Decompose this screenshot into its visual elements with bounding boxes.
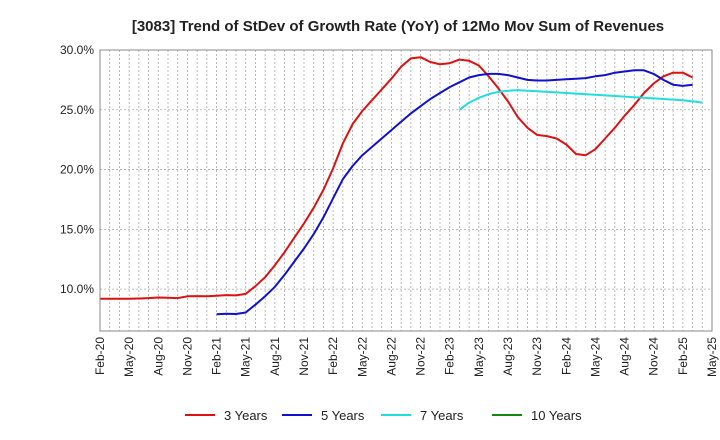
x-tick-label: May-21	[239, 337, 253, 377]
y-tick-label: 15.0%	[60, 222, 94, 236]
x-tick-label: May-25	[705, 337, 719, 377]
legend-label: 7 Years	[420, 408, 464, 423]
x-tick-label: Feb-20	[93, 337, 107, 375]
series-line-3-years	[100, 56, 694, 300]
x-tick-label: Nov-23	[530, 337, 544, 376]
x-tick-label: Feb-22	[326, 337, 340, 375]
grid	[99, 49, 713, 331]
x-tick-label: Aug-23	[501, 337, 515, 376]
y-tick-label: 20.0%	[60, 163, 94, 177]
x-tick-label: Nov-20	[180, 337, 194, 376]
x-tick-label: Feb-24	[559, 337, 573, 375]
x-tick-label: May-24	[588, 337, 602, 377]
x-tick-label: May-20	[122, 337, 136, 377]
legend-label: 3 Years	[224, 408, 268, 423]
x-tick-label: Feb-21	[210, 337, 224, 375]
x-tick-label: Aug-21	[268, 337, 282, 376]
legend-label: 5 Years	[321, 408, 365, 423]
x-tick-label: Aug-24	[618, 337, 632, 376]
y-tick-label: 30.0%	[60, 43, 94, 57]
x-tick-label: Nov-24	[647, 337, 661, 376]
x-tick-label: May-23	[472, 337, 486, 377]
legend-label: 10 Years	[531, 408, 582, 423]
x-axis-ticks: Feb-20 May-20 Aug-20 Nov-20 Feb-21 May-21 Aug-…	[93, 337, 719, 377]
x-tick-label: Aug-22	[384, 337, 398, 376]
y-tick-label: 10.0%	[60, 282, 94, 296]
series-lines	[100, 56, 703, 316]
y-axis-ticks: 10.0% 15.0% 20.0% 25.0% 30.0%	[60, 43, 94, 296]
y-tick-label: 25.0%	[60, 103, 94, 117]
x-tick-label: Nov-22	[414, 337, 428, 376]
x-tick-label: Feb-23	[443, 337, 457, 375]
x-tick-label: Nov-21	[297, 337, 311, 376]
x-tick-label: Feb-25	[676, 337, 690, 375]
chart-title: [3083] Trend of StDev of Growth Rate (Yo…	[132, 18, 664, 35]
x-tick-label: Aug-20	[151, 337, 165, 376]
plot-frame	[99, 49, 713, 332]
x-tick-label: May-22	[355, 337, 369, 377]
series-line-7-years	[458, 89, 703, 111]
legend: 3 Years 5 Years 7 Years 10 Years	[185, 408, 582, 423]
series-line-5-years	[216, 69, 693, 316]
